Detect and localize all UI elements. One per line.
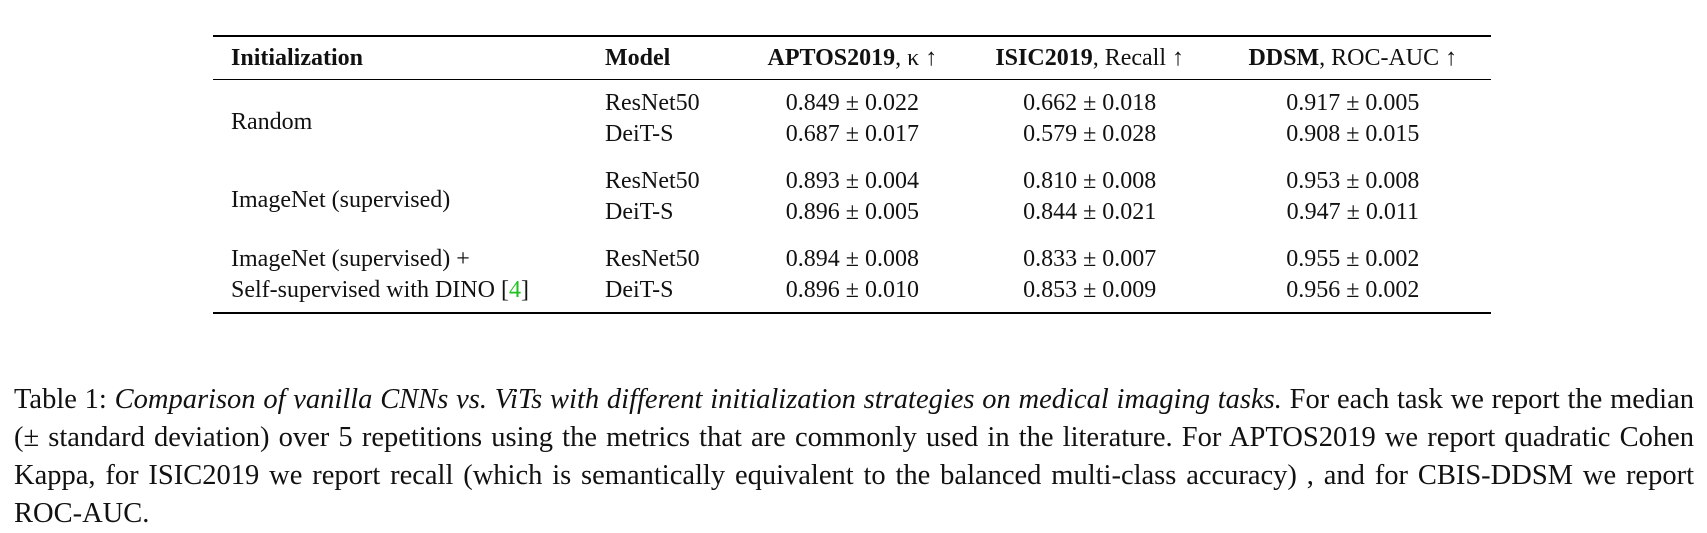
header-model: Model [605, 45, 671, 71]
init-dino-line2-prefix: Self-supervised with DINO [ [231, 277, 509, 303]
init-imagenet: ImageNet (supervised) [231, 186, 451, 213]
header-aptos-name: APTOS2019 [767, 45, 896, 71]
table-row: DeiT-S 0.896 ± 0.005 0.844 ± 0.021 0.947… [213, 197, 1491, 234]
header-aptos: APTOS2019, κ ↑ [740, 36, 965, 80]
header-initialization: Initialization [231, 45, 364, 71]
table-row: ImageNet (supervised) ResNet50 0.893 ± 0… [213, 156, 1491, 213]
table-row: DeiT-S 0.687 ± 0.017 0.579 ± 0.028 0.908… [213, 119, 1491, 156]
table-row: Self-supervised with DINO [4] DeiT-S 0.8… [213, 275, 1491, 313]
model-cell: ResNet50 [605, 246, 700, 272]
ddsm-cell: 0.953 ± 0.008 [1286, 168, 1420, 194]
ddsm-cell: 0.917 ± 0.005 [1286, 90, 1420, 116]
model-cell: DeiT-S [605, 277, 674, 303]
ddsm-cell: 0.908 ± 0.015 [1286, 121, 1420, 147]
init-dino-line2-suffix: ] [520, 277, 529, 303]
init-random: Random [231, 108, 313, 135]
model-cell: ResNet50 [605, 168, 700, 194]
header-row: Initialization Model APTOS2019, κ ↑ ISIC… [213, 36, 1491, 80]
header-isic: ISIC2019, Recall ↑ [965, 36, 1215, 80]
isic-cell: 0.579 ± 0.028 [1023, 121, 1157, 147]
header-isic-name: ISIC2019 [995, 45, 1093, 71]
aptos-cell: 0.849 ± 0.022 [785, 90, 919, 116]
table-row: Random ResNet50 0.849 ± 0.022 0.662 ± 0.… [213, 80, 1491, 135]
citation-link[interactable]: 4 [508, 277, 521, 303]
table-row: ImageNet (supervised) + ResNet50 0.894 ±… [213, 234, 1491, 275]
isic-cell: 0.810 ± 0.008 [1023, 168, 1157, 194]
ddsm-cell: 0.947 ± 0.011 [1286, 199, 1419, 225]
model-cell: DeiT-S [605, 121, 674, 147]
init-dino-line2: Self-supervised with DINO [4] [213, 275, 605, 313]
ddsm-cell: 0.956 ± 0.002 [1286, 277, 1420, 303]
header-isic-metric: , Recall ↑ [1092, 45, 1184, 71]
isic-cell: 0.662 ± 0.018 [1023, 90, 1157, 116]
header-ddsm: DDSM, ROC-AUC ↑ [1215, 36, 1491, 80]
model-cell: DeiT-S [605, 199, 674, 225]
results-table: Initialization Model APTOS2019, κ ↑ ISIC… [213, 35, 1491, 314]
isic-cell: 0.844 ± 0.021 [1023, 199, 1157, 225]
model-cell: ResNet50 [605, 90, 700, 116]
header-aptos-metric: , κ ↑ [895, 45, 938, 71]
init-dino-line1: ImageNet (supervised) + [231, 246, 470, 272]
header-ddsm-metric: , ROC-AUC ↑ [1319, 45, 1458, 71]
results-table-container: Initialization Model APTOS2019, κ ↑ ISIC… [213, 35, 1491, 314]
table-header: Initialization Model APTOS2019, κ ↑ ISIC… [213, 36, 1491, 80]
aptos-cell: 0.687 ± 0.017 [785, 121, 919, 147]
caption-title: Comparison of vanilla CNNs vs. ViTs with… [114, 383, 1282, 415]
aptos-cell: 0.896 ± 0.005 [785, 199, 919, 225]
aptos-cell: 0.896 ± 0.010 [785, 277, 919, 303]
isic-cell: 0.833 ± 0.007 [1023, 246, 1157, 272]
caption-label: Table 1: [14, 383, 115, 415]
isic-cell: 0.853 ± 0.009 [1023, 277, 1157, 303]
aptos-cell: 0.893 ± 0.004 [785, 168, 919, 194]
caption-body: For each task we report the median (± st… [14, 383, 1694, 529]
table-caption: Table 1: Comparison of vanilla CNNs vs. … [14, 381, 1694, 533]
aptos-cell: 0.894 ± 0.008 [785, 246, 919, 272]
group-random: Random ResNet50 0.849 ± 0.022 0.662 ± 0.… [213, 80, 1491, 157]
group-imagenet: ImageNet (supervised) ResNet50 0.893 ± 0… [213, 156, 1491, 234]
ddsm-cell: 0.955 ± 0.002 [1286, 246, 1420, 272]
group-dino: ImageNet (supervised) + ResNet50 0.894 ±… [213, 234, 1491, 313]
header-ddsm-name: DDSM [1248, 45, 1320, 71]
